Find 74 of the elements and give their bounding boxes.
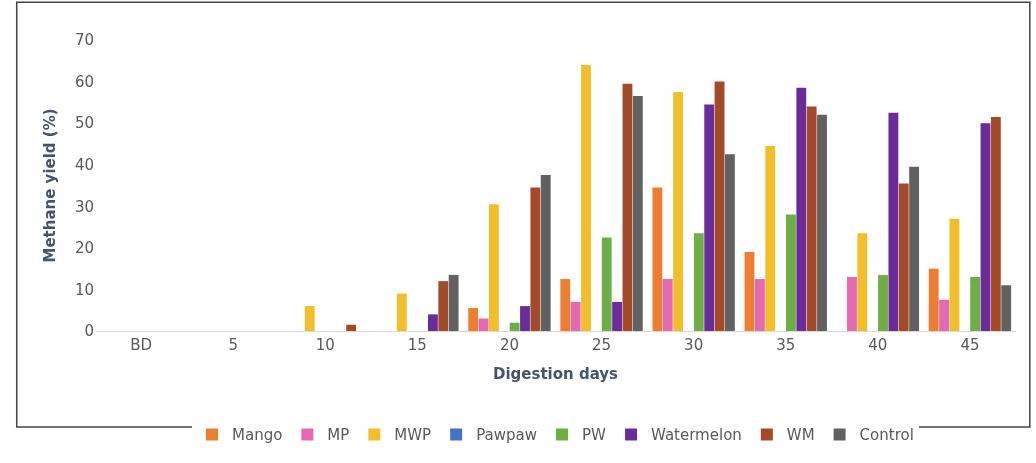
bar bbox=[878, 274, 888, 331]
bar bbox=[438, 281, 449, 331]
bar bbox=[509, 322, 520, 331]
bar bbox=[570, 301, 581, 331]
x-tick-label: 35 bbox=[776, 336, 796, 354]
legend-label: MP bbox=[327, 426, 350, 445]
bar bbox=[817, 114, 827, 331]
bar bbox=[662, 279, 673, 331]
bar bbox=[488, 204, 499, 331]
bar bbox=[693, 233, 704, 331]
bar bbox=[601, 237, 612, 331]
y-tick-label: 10 bbox=[74, 280, 94, 299]
y-tick-label: 20 bbox=[74, 239, 94, 258]
bar bbox=[898, 183, 909, 331]
bar bbox=[909, 166, 920, 331]
bar bbox=[581, 64, 591, 331]
bar bbox=[928, 268, 939, 331]
legend-label: WM bbox=[786, 426, 815, 445]
bar bbox=[427, 314, 438, 331]
y-tick-label: 40 bbox=[74, 155, 94, 174]
bar bbox=[346, 324, 357, 331]
x-tick-label: 30 bbox=[684, 336, 704, 354]
x-tick-label: BD bbox=[130, 336, 152, 354]
legend-label: MWP bbox=[394, 426, 432, 445]
bar bbox=[520, 306, 530, 331]
y-tick-label: 60 bbox=[74, 72, 94, 91]
bar bbox=[540, 175, 551, 331]
bar bbox=[622, 83, 633, 331]
x-tick-label: 25 bbox=[592, 336, 612, 354]
bar bbox=[612, 301, 623, 331]
x-tick-label: 5 bbox=[228, 336, 238, 354]
bar bbox=[939, 299, 949, 331]
bar bbox=[806, 106, 817, 331]
bar bbox=[765, 146, 776, 331]
bar bbox=[530, 187, 541, 331]
bar bbox=[673, 91, 684, 331]
x-tick-label: 40 bbox=[868, 336, 888, 354]
bar bbox=[1001, 285, 1012, 331]
y-tick-label: 50 bbox=[74, 114, 94, 133]
x-tick-label: 20 bbox=[499, 336, 519, 354]
bar bbox=[754, 279, 765, 331]
x-tick-label: 10 bbox=[315, 336, 335, 354]
bar bbox=[786, 214, 796, 331]
y-tick-label: 70 bbox=[74, 31, 94, 50]
bar bbox=[448, 274, 459, 331]
bar bbox=[632, 96, 643, 331]
bar bbox=[888, 112, 899, 331]
legend-label: Pawpaw bbox=[476, 426, 537, 445]
bar bbox=[724, 154, 735, 331]
y-tick-label: 30 bbox=[74, 197, 94, 216]
bar bbox=[857, 233, 868, 331]
bar bbox=[304, 306, 315, 331]
legend-label: Control bbox=[859, 426, 914, 445]
bar bbox=[652, 187, 663, 331]
bar bbox=[990, 116, 1001, 331]
bar bbox=[744, 252, 755, 331]
bar bbox=[560, 279, 571, 331]
bar bbox=[396, 293, 407, 331]
bar bbox=[714, 81, 725, 331]
y-tick-label: 0 bbox=[84, 322, 94, 341]
legend-label: PW bbox=[582, 426, 607, 445]
bar bbox=[980, 123, 991, 331]
bar bbox=[796, 87, 807, 331]
legend-label: Watermelon bbox=[651, 426, 742, 445]
bar bbox=[704, 104, 715, 331]
x-tick-label: 15 bbox=[407, 336, 427, 354]
bar bbox=[847, 276, 857, 331]
x-axis-title: Digestion days bbox=[492, 365, 619, 383]
legend-label: Mango bbox=[232, 426, 283, 445]
bar bbox=[949, 218, 960, 331]
y-axis-title: Methane yield (%) bbox=[41, 108, 60, 263]
x-tick-label: 45 bbox=[960, 336, 980, 354]
bar bbox=[468, 308, 479, 331]
bar bbox=[970, 276, 981, 331]
